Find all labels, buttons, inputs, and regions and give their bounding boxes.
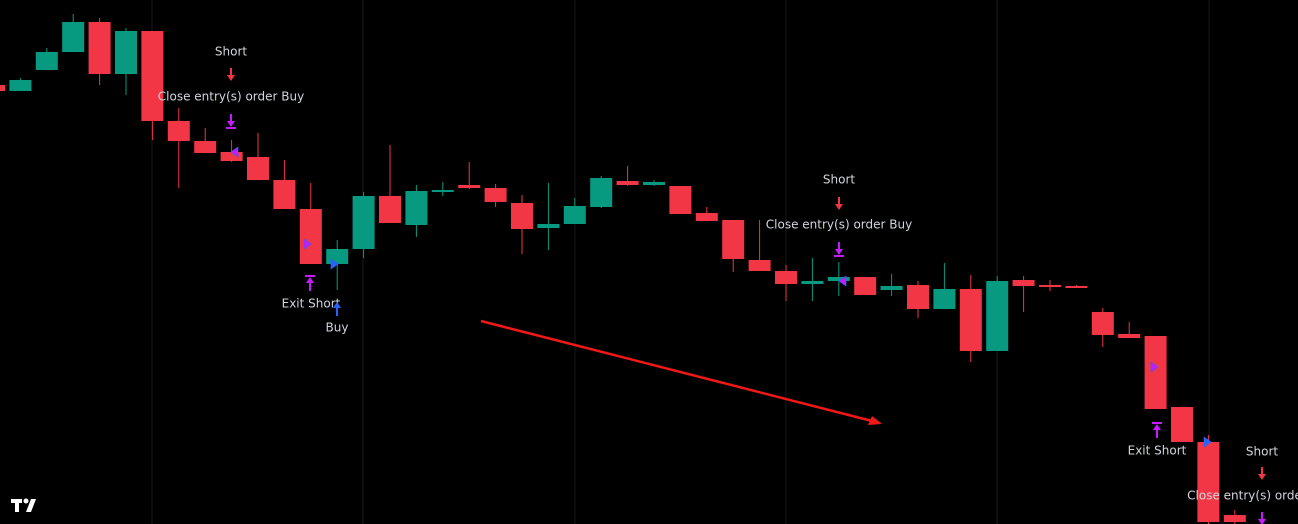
fill-marker [230,146,239,158]
signal-arrowhead [835,249,843,255]
candle-body [695,213,718,221]
candle-body [986,281,1009,351]
candle-body [141,31,164,121]
signal-arrowhead [1153,424,1161,430]
signal-arrowhead [333,302,341,308]
logo-part [15,499,19,512]
candle-body [590,178,613,207]
candle-body [880,286,903,290]
candle-body [643,182,665,185]
strategy-label: Buy [326,321,349,335]
signal-arrowhead [227,75,235,81]
candle-body [1118,334,1141,338]
strategy-label: Exit Short [282,297,341,311]
candle-body [484,188,507,202]
candle-body [669,186,692,214]
fill-marker [303,238,312,250]
candle-body [35,52,58,70]
candle-body [88,22,111,74]
signal-arrowhead [227,121,235,127]
logo-part [26,499,36,512]
fill-marker [838,275,847,287]
strategy-label: Close entry(s) order [1187,489,1298,503]
candle-body [933,289,956,309]
strategy-label: Short [1246,445,1278,459]
strategy-label: Short [823,173,855,187]
candle-body [405,191,428,225]
candle-body [431,190,454,192]
candle-body [1065,286,1088,288]
candle-body [458,185,481,188]
candle-body [1012,280,1035,286]
trend-line-stroke [480,319,873,423]
candle-body [1171,407,1193,442]
candle-body [907,285,929,309]
strategy-label: Close entry(s) order Buy [766,218,912,232]
candle-body [854,277,877,295]
candle-body [563,206,586,224]
candle-body [775,271,797,284]
candle-body [1091,312,1114,335]
candle-body [299,209,322,264]
candle-body [1223,515,1246,522]
fill-marker [330,258,339,270]
candle-body [616,181,639,185]
candle-body [801,281,824,284]
candle-body [194,141,217,153]
candle-body [748,260,771,271]
candle-body [9,80,32,91]
candle-body [0,85,5,91]
strategy-label: Exit Short [1128,444,1187,458]
signal-arrowhead [835,204,843,210]
candle-body [1197,442,1220,522]
candle-body [959,289,982,351]
strategy-label: Short [215,45,247,59]
candle-body [326,249,349,264]
candle-body [1144,336,1167,409]
candle-body [827,277,850,281]
candle-body [115,31,137,74]
candle-body [722,220,745,259]
candle-body [1039,285,1061,287]
logo-part [23,498,29,504]
strategy-label: Close entry(s) order Buy [158,90,304,104]
candle-body [220,152,243,161]
candle-body [62,22,85,52]
candle-body [167,121,190,141]
annotations: Short Close entry(s) order Buy Exit Short B… [158,45,1298,524]
tv-logo [11,498,36,512]
fill-marker [1203,436,1212,448]
time-grid [151,0,1210,524]
trend-arrowhead [868,416,882,425]
candle-body [511,203,533,229]
signal-arrowhead [1258,474,1266,480]
signal-arrowhead [306,277,314,283]
candle-body [352,196,375,249]
candle-body [273,180,296,209]
fill-marker [1150,361,1159,373]
trend-line [480,319,882,425]
candle-body [379,196,401,223]
candle-body [537,224,560,228]
candle-body [247,157,269,180]
signal-arrowhead [1258,519,1266,524]
